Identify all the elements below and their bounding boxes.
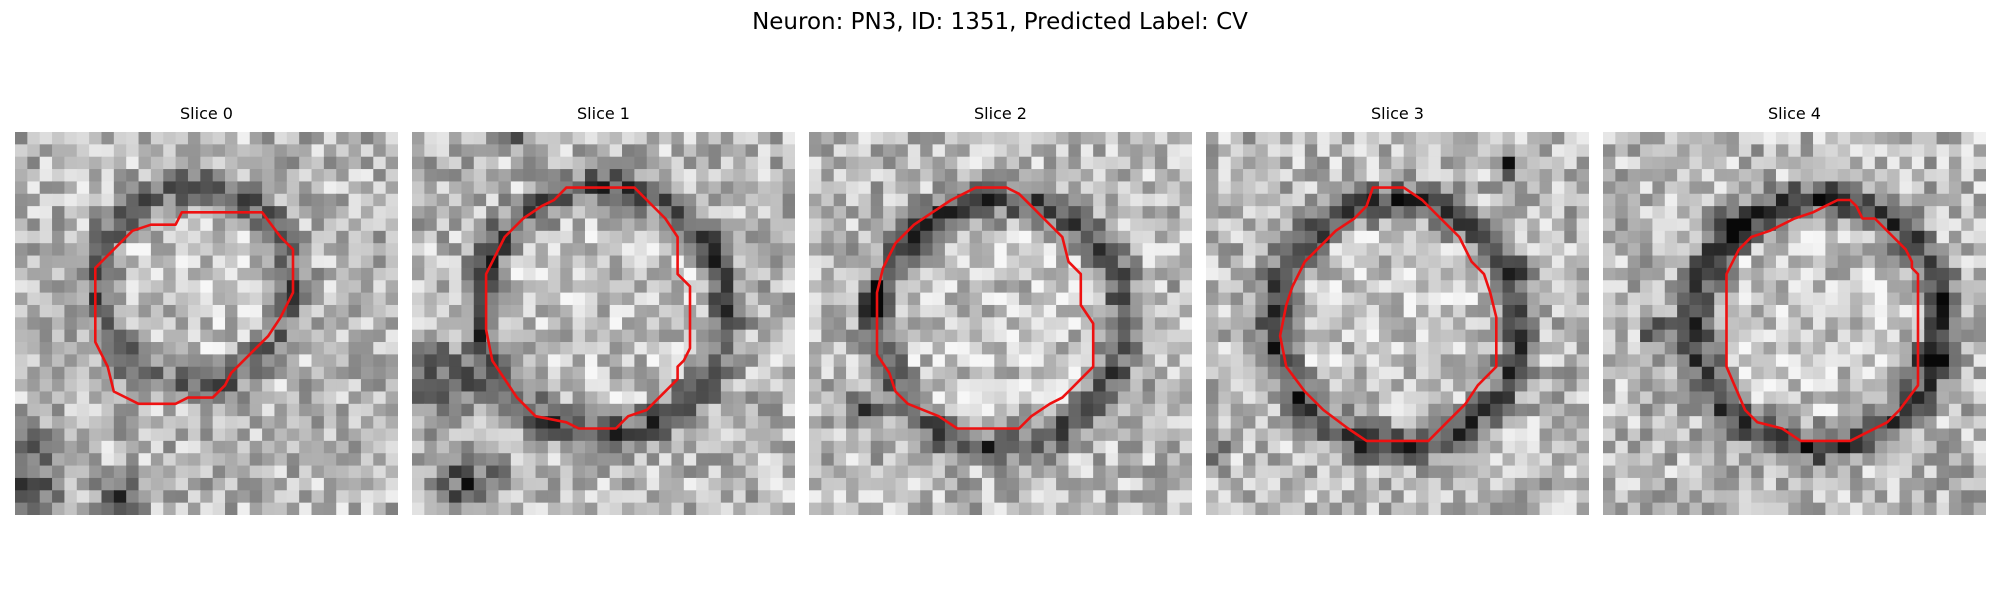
- slice-image-4: [1603, 132, 1986, 515]
- pixel-grid: [412, 132, 795, 515]
- vesicle-contour: [484, 186, 692, 430]
- pixel-grid: [809, 132, 1192, 515]
- slice-image-0: [15, 132, 398, 515]
- slice-image-1: [412, 132, 795, 515]
- slice-title-4: Slice 4: [1768, 104, 1821, 123]
- figure-title: Neuron: PN3, ID: 1351, Predicted Label: …: [752, 9, 1248, 35]
- slice-panel-4: Slice 4: [1603, 104, 1986, 515]
- slice-panel-3: Slice 3: [1206, 104, 1589, 515]
- vesicle-contour: [875, 186, 1095, 430]
- pixel-grid: [1603, 132, 1986, 515]
- slice-title-3: Slice 3: [1371, 104, 1424, 123]
- slice-panel-1: Slice 1: [412, 104, 795, 515]
- pixel-grid: [1206, 132, 1589, 515]
- slice-title-1: Slice 1: [577, 104, 630, 123]
- vesicle-contour: [1278, 186, 1498, 443]
- slice-panel-2: Slice 2: [809, 104, 1192, 515]
- slice-title-0: Slice 0: [180, 104, 233, 123]
- vesicle-contour: [1725, 198, 1920, 443]
- slice-image-2: [809, 132, 1192, 515]
- slice-panel-0: Slice 0: [15, 104, 398, 515]
- slice-image-3: [1206, 132, 1589, 515]
- slice-title-2: Slice 2: [974, 104, 1027, 123]
- pixel-grid: [15, 132, 398, 515]
- vesicle-contour: [94, 211, 295, 406]
